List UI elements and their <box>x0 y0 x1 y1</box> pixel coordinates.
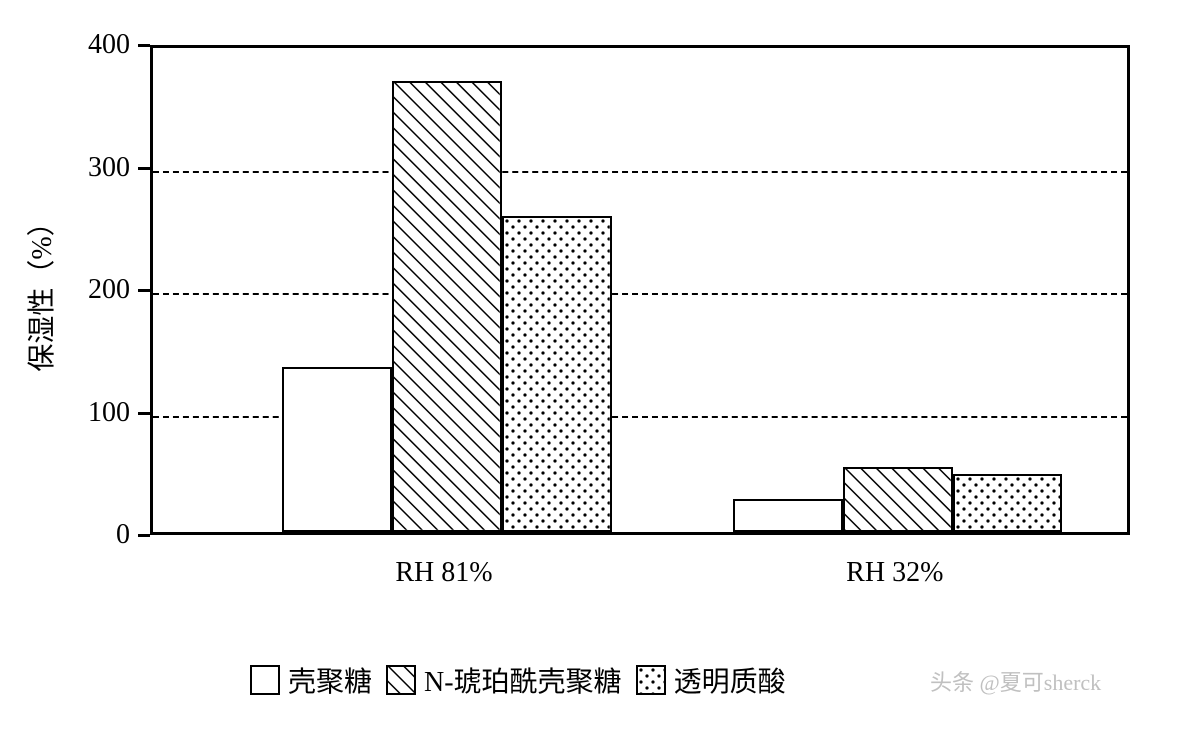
y-tick-label: 200 <box>70 274 130 306</box>
legend-swatch <box>386 665 416 695</box>
legend-item: N-琥珀酰壳聚糖 <box>386 660 622 700</box>
gridline <box>153 293 1127 295</box>
y-tick-label: 400 <box>70 29 130 61</box>
y-tick <box>138 44 150 47</box>
legend-item: 透明质酸 <box>636 660 786 700</box>
legend-label: 壳聚糖 <box>288 660 372 700</box>
bar <box>843 467 953 532</box>
x-category-label: RH 81% <box>395 557 492 589</box>
x-category-label: RH 32% <box>846 557 943 589</box>
y-tick <box>138 534 150 537</box>
legend-item: 壳聚糖 <box>250 660 372 700</box>
bar <box>502 216 612 532</box>
y-tick-label: 100 <box>70 397 130 429</box>
legend-swatch <box>250 665 280 695</box>
plot-area <box>150 45 1130 535</box>
y-tick <box>138 167 150 170</box>
bar <box>733 499 843 532</box>
gridline <box>153 171 1127 173</box>
legend-swatch <box>636 665 666 695</box>
bar <box>282 367 392 532</box>
legend-label: N-琥珀酰壳聚糖 <box>424 660 622 700</box>
y-tick <box>138 289 150 292</box>
y-tick-label: 0 <box>70 519 130 551</box>
bar <box>392 81 502 532</box>
y-tick <box>138 412 150 415</box>
y-tick-label: 300 <box>70 152 130 184</box>
watermark: 头条 @夏可sherck <box>930 665 1101 697</box>
chart-container: 保湿性（%） 壳聚糖 N-琥珀酰壳聚糖 透明质酸 头条 @夏可sherck 0 100… <box>0 0 1182 740</box>
legend-label: 透明质酸 <box>674 660 786 700</box>
legend: 壳聚糖 N-琥珀酰壳聚糖 透明质酸 <box>250 660 786 700</box>
bar <box>953 474 1063 532</box>
y-axis-title: 保湿性（%） <box>20 208 60 371</box>
